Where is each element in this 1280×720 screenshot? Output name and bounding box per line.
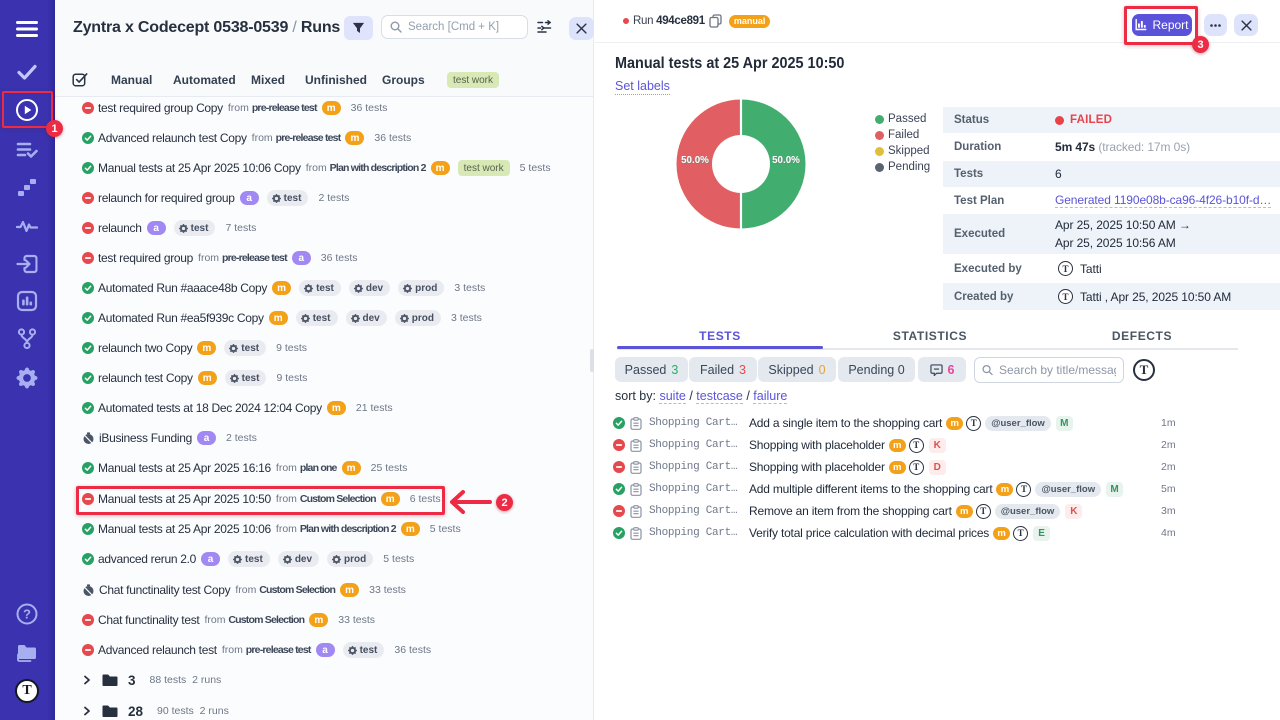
svg-text:?: ? [23,607,31,622]
svg-text:50.0%: 50.0% [681,155,709,166]
svg-text:50.0%: 50.0% [772,155,800,166]
svg-text:50.0%: 50.0% [682,156,710,167]
svg-text:50.0%: 50.0% [773,156,801,167]
